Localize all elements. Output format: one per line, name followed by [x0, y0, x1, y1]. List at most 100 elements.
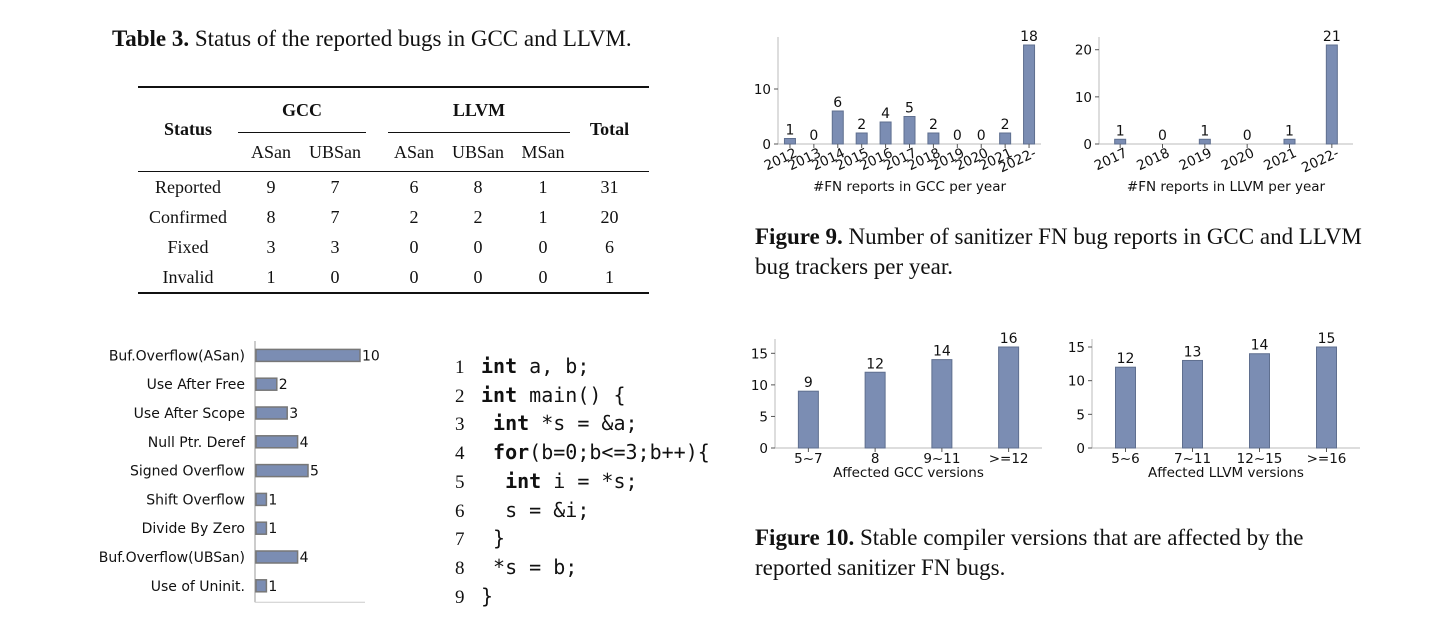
gcc-per-year-chart: 0101201202013620142201542016520172201802… [754, 29, 1041, 195]
code-listing: 1 int a, b; 2 int main() {3 int *s = &a; 4 f… [455, 353, 710, 611]
figure9-caption: Figure 9. Number of sanitizer FN bug rep… [755, 222, 1365, 282]
bar [255, 492, 268, 507]
bar [903, 116, 916, 145]
bar [998, 346, 1020, 449]
code-keyword: int [481, 411, 530, 436]
code-line: 4 for(b=0;b<=3;b++){ [455, 439, 710, 468]
table-cell: 1 [266, 266, 276, 287]
data-label: 4 [300, 435, 309, 451]
bar [931, 359, 953, 449]
line-number: 5 [455, 471, 465, 493]
code-keyword: for [481, 440, 530, 465]
gcc-header: GCC [238, 87, 366, 133]
table-row: Fixed 3 3 0 0 0 6 [138, 232, 649, 262]
data-label: 10 [362, 348, 380, 364]
bar [255, 463, 309, 478]
code-text: s = &i; [481, 497, 590, 522]
code-text: a, b; [517, 354, 590, 378]
x-tick-label: 5~6 [1111, 451, 1140, 467]
data-label: 12 [1117, 351, 1135, 367]
x-tick-label: 5~7 [794, 451, 823, 467]
table-row: Invalid 1 0 0 0 0 1 [138, 262, 649, 293]
bar [1198, 138, 1211, 145]
llvm-per-year-chart: 010201201702018120190202012021212022-#FN… [1075, 29, 1353, 195]
data-label: 0 [977, 128, 986, 144]
data-label: 3 [289, 406, 298, 422]
table-cell: 7 [330, 206, 340, 227]
y-tick-label: 15 [1068, 340, 1085, 356]
x-tick-label: 12~15 [1237, 451, 1283, 467]
table-cell: 8 [266, 206, 276, 227]
llvm-header: LLVM [388, 87, 570, 133]
data-label: 16 [1000, 331, 1018, 347]
x-tick-label: >=12 [989, 451, 1029, 467]
code-line: 2 int main() { [455, 382, 710, 411]
y-tick-label: 20 [1075, 43, 1092, 59]
table-row: Reported 9 7 6 8 1 31 [138, 172, 649, 203]
table-cell: 6 [605, 236, 614, 257]
sub-header-llvm-asan: ASan [394, 141, 434, 162]
bar [255, 579, 268, 593]
sub-header-gcc-asan: ASan [251, 141, 291, 162]
code-line: 5 int i = *s; [455, 468, 710, 497]
bug-type-bar-chart: Buf.Overflow(ASan) 10 Use After Free 2 Use A… [99, 341, 380, 603]
code-line: 6 s = &i; [455, 497, 710, 526]
code-line: 1 int a, b; [455, 353, 710, 382]
code-line: 3 int *s = &a; [455, 410, 710, 439]
row-status: Fixed [167, 236, 209, 257]
data-label: 1 [1285, 123, 1294, 139]
code-text: *s = b; [481, 554, 578, 579]
data-label: 0 [809, 128, 818, 144]
bar [255, 406, 288, 420]
data-label: 0 [1243, 128, 1252, 144]
code-keyword: int [481, 354, 518, 378]
table-cell: 6 [409, 176, 419, 197]
bar [927, 132, 940, 145]
bar [255, 348, 361, 363]
table-cell: 0 [473, 266, 483, 287]
data-label: 1 [1116, 123, 1125, 139]
bar [855, 132, 868, 145]
bar [797, 390, 819, 449]
y-tick-label: 0 [762, 137, 771, 153]
x-axis-title: Affected GCC versions [833, 465, 984, 481]
x-tick-label: 2022- [1299, 145, 1341, 176]
table-caption-text: Status of the reported bugs in GCC and L… [194, 26, 632, 51]
status-table: Status GCC LLVM Total ASan UBSan ASan UB… [138, 86, 649, 294]
x-tick-label: >=16 [1307, 451, 1347, 467]
category-label: Signed Overflow [130, 464, 245, 480]
bar [1316, 346, 1337, 449]
line-number: 4 [455, 443, 465, 465]
table-row: Confirmed 8 7 2 2 1 20 [138, 202, 649, 232]
code-keyword: int [481, 382, 518, 407]
bar [831, 110, 844, 145]
data-label: 12 [866, 356, 884, 372]
figure9-caption-label: Figure 9. [755, 224, 843, 249]
data-label: 2 [279, 377, 288, 393]
code-line: 9} [455, 583, 710, 612]
x-tick-label: 2021 [1261, 145, 1299, 174]
code-text: i = *s; [541, 468, 638, 493]
table-cell: 0 [538, 266, 548, 287]
table-cell: 7 [330, 176, 340, 197]
line-number: 7 [455, 529, 465, 551]
y-tick-label: 0 [1083, 137, 1092, 153]
x-tick-label: 2017 [1092, 145, 1130, 174]
table-cell: 3 [266, 236, 276, 257]
table-cell: 1 [538, 176, 548, 197]
bar [1283, 138, 1296, 145]
data-label: 0 [953, 128, 962, 144]
data-label: 14 [1251, 338, 1269, 354]
x-tick-label: 9~11 [923, 451, 960, 467]
table-cell: 8 [473, 176, 483, 197]
data-label: 9 [804, 375, 813, 391]
total-header: Total [589, 119, 630, 139]
line-number: 6 [455, 500, 465, 522]
data-label: 6 [833, 95, 842, 111]
code-text: } [481, 583, 494, 608]
x-tick-label: 2018 [1134, 145, 1172, 174]
data-label: 1 [1200, 123, 1209, 139]
y-tick-label: 10 [751, 378, 768, 394]
category-label: Buf.Overflow(UBSan) [99, 550, 245, 566]
